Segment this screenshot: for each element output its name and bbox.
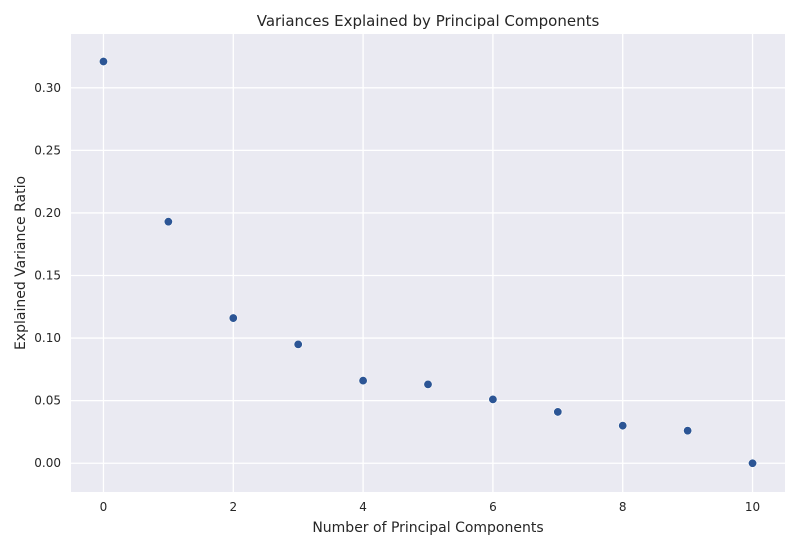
plot-background (71, 34, 785, 492)
y-tick-labels: 0.00 0.05 0.10 0.15 0.20 0.25 0.30 (34, 81, 61, 470)
y-tick-label: 0.10 (34, 331, 61, 345)
data-point (553, 407, 563, 417)
y-tick-label: 0.20 (34, 206, 61, 220)
y-tick-label: 0.00 (34, 456, 61, 470)
x-tick-label: 8 (619, 500, 627, 514)
x-tick-label: 0 (100, 500, 108, 514)
data-point (98, 57, 108, 67)
data-point (228, 313, 238, 323)
x-tick-label: 2 (229, 500, 237, 514)
data-point (748, 458, 758, 468)
data-point (488, 394, 498, 404)
x-tick-label: 4 (359, 500, 367, 514)
x-tick-label: 10 (745, 500, 760, 514)
data-point (293, 339, 303, 349)
x-tick-label: 6 (489, 500, 497, 514)
x-tick-labels: 0 2 4 6 8 10 (100, 500, 761, 514)
chart-title: Variances Explained by Principal Compone… (257, 12, 600, 30)
y-axis-label: Explained Variance Ratio (13, 176, 29, 350)
y-tick-label: 0.15 (34, 269, 61, 283)
y-tick-label: 0.30 (34, 81, 61, 95)
data-point (618, 421, 628, 431)
data-point (163, 217, 173, 227)
data-point (358, 376, 368, 386)
data-point (683, 426, 693, 436)
data-point (423, 379, 433, 389)
y-tick-label: 0.05 (34, 394, 61, 408)
x-axis-label: Number of Principal Components (312, 520, 543, 536)
y-tick-label: 0.25 (34, 143, 61, 157)
data-points (98, 57, 758, 468)
grid-lines (71, 34, 785, 492)
